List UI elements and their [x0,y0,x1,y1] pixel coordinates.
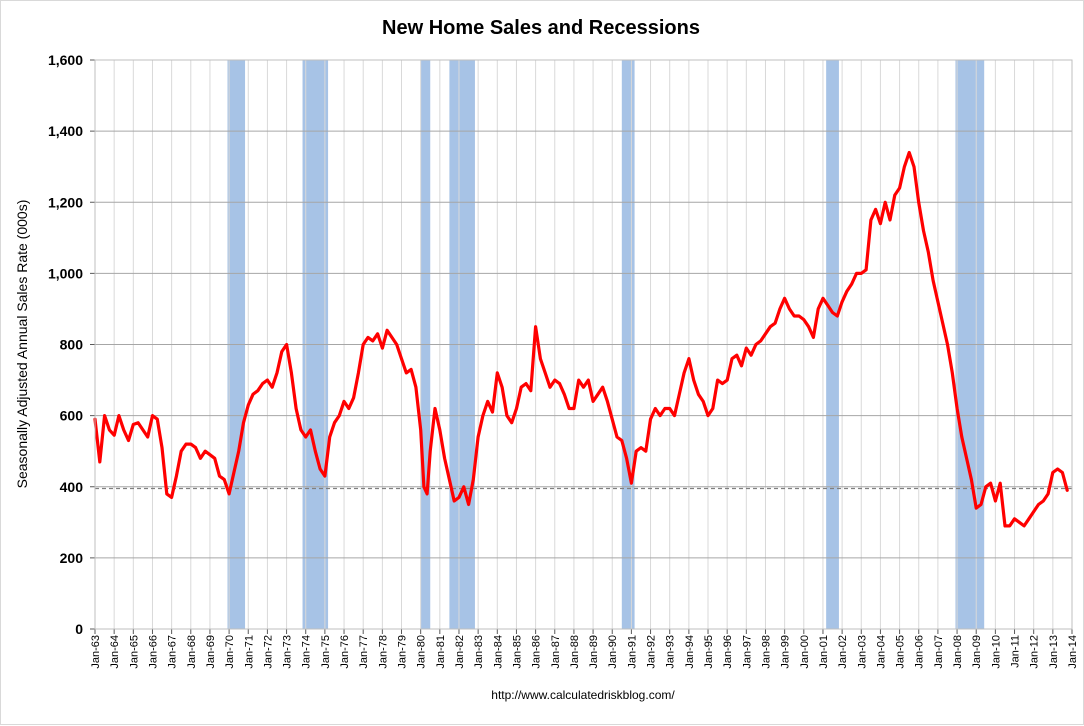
x-tick-label: Jan-07 [933,635,945,669]
x-tick-label: Jan-90 [607,635,619,669]
x-tick-label: Jan-73 [282,635,294,669]
x-tick-label: Jan-03 [856,635,868,669]
x-tick-label: Jan-72 [262,635,274,669]
x-tick-label: Jan-97 [741,635,753,669]
x-tick-label: Jan-85 [511,635,523,669]
x-tick-label: Jan-75 [320,635,332,669]
y-tick-label: 1,000 [48,265,83,281]
y-tick-label: 400 [60,479,84,495]
x-tick-label: Jan-96 [722,635,734,669]
x-tick-label: Jan-05 [895,635,907,669]
x-tick-label: Jan-74 [301,635,313,669]
x-tick-label: Jan-69 [205,635,217,669]
x-tick-label: Jan-09 [971,635,983,669]
x-tick-label: Jan-93 [665,635,677,669]
x-tick-label: Jan-92 [646,635,658,669]
x-tick-label: Jan-67 [167,635,179,669]
plot-area: 0 200 400 600 800 1,000 1,200 1,400 1,600 Jan-63 J… [48,52,1079,669]
source-url: http://www.calculatedriskblog.com/ [491,688,675,702]
y-tick-label: 800 [60,337,84,353]
y-tick-label: 0 [75,621,83,637]
x-tick-label: Jan-84 [492,635,504,669]
y-tick-label: 1,200 [48,194,83,210]
x-tick-label: Jan-80 [416,635,428,669]
x-tick-label: Jan-00 [799,635,811,669]
y-tick-label: 600 [60,408,84,424]
x-tick-label: Jan-01 [818,635,830,669]
y-tick-label: 200 [60,550,84,566]
x-tick-label: Jan-95 [703,635,715,669]
x-tick-label: Jan-99 [780,635,792,669]
x-tick-label: Jan-64 [109,635,121,669]
x-tick-label: Jan-63 [90,635,102,669]
x-tick-label: Jan-04 [875,635,887,669]
x-tick-label: Jan-98 [760,635,772,669]
x-tick-label: Jan-65 [128,635,140,669]
y-tick-label: 1,400 [48,123,83,139]
x-tick-label: Jan-86 [531,635,543,669]
x-tick-label: Jan-14 [1067,635,1079,669]
x-tick-label: Jan-66 [147,635,159,669]
x-tick-label: Jan-06 [914,635,926,669]
x-tick-label: Jan-79 [397,635,409,669]
x-tick-label: Jan-77 [358,635,370,669]
x-tick-label: Jan-91 [626,635,638,669]
x-tick-label: Jan-81 [435,635,447,669]
y-axis-label: Seasonally Adjusted Annual Sales Rate (0… [14,200,30,489]
x-tick-label: Jan-78 [377,635,389,669]
x-tick-label: Jan-68 [186,635,198,669]
x-tick-label: Jan-89 [588,635,600,669]
x-tick-label: Jan-02 [837,635,849,669]
x-tick-label: Jan-11 [1010,635,1022,668]
x-tick-label: Jan-13 [1048,635,1060,669]
x-tick-label: Jan-71 [243,635,255,669]
x-tick-label: Jan-10 [990,635,1002,669]
x-tick-label: Jan-87 [550,635,562,669]
chart-title: New Home Sales and Recessions [382,17,700,39]
x-tick-label: Jan-88 [569,635,581,669]
x-tick-label: Jan-82 [454,635,466,669]
x-tick-label: Jan-08 [952,635,964,669]
x-tick-label: Jan-76 [339,635,351,669]
x-tick-label: Jan-70 [224,635,236,669]
x-tick-label: Jan-94 [684,635,696,669]
y-tick-label: 1,600 [48,52,83,68]
x-tick-label: Jan-12 [1029,635,1041,669]
x-tick-label: Jan-83 [473,635,485,669]
